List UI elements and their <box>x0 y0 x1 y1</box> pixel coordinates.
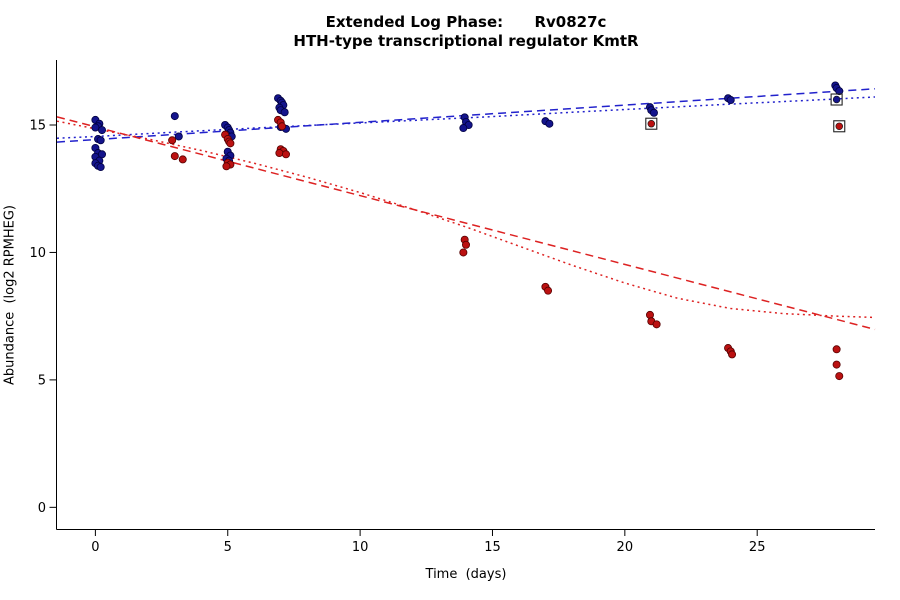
data-point <box>459 124 468 133</box>
series-blue-condition <box>91 81 844 172</box>
data-point <box>226 139 235 148</box>
red-dotted-fit-path <box>56 120 876 319</box>
x-axis-label: Time (days) <box>425 567 507 582</box>
data-point <box>649 108 658 117</box>
red-dashed-linear-fit-path <box>56 116 876 331</box>
data-point <box>178 155 187 164</box>
data-point <box>275 149 284 158</box>
flagged-data-point <box>835 122 843 130</box>
data-point <box>98 126 107 135</box>
data-point <box>544 286 553 295</box>
x-tick-label: 15 <box>484 540 501 555</box>
y-tick-label: 10 <box>29 246 46 261</box>
data-point <box>652 320 661 329</box>
data-point <box>96 163 105 172</box>
flagged-data-point <box>647 120 656 128</box>
data-point <box>726 96 735 105</box>
series-red-condition <box>168 115 844 381</box>
x-tick-label: 25 <box>749 540 766 555</box>
data-point <box>545 119 554 128</box>
data-point <box>170 112 179 121</box>
x-tick-label: 10 <box>352 540 369 555</box>
axes: 0 5 10 15 20 25 0 5 10 15 <box>29 60 875 555</box>
y-tick-label: 15 <box>29 118 46 133</box>
data-point <box>168 136 177 145</box>
data-point <box>832 360 841 369</box>
data-point <box>728 350 737 359</box>
data-point <box>278 122 287 131</box>
red-dashed-linear-fit <box>56 116 876 331</box>
flag-square <box>645 117 658 130</box>
data-point <box>170 152 179 161</box>
data-point <box>459 248 468 257</box>
y-tick-label: 0 <box>38 501 46 516</box>
data-point <box>174 132 183 141</box>
data-point <box>281 150 290 159</box>
flag-square <box>830 93 843 106</box>
data-point <box>91 123 100 132</box>
data-point <box>222 162 231 171</box>
data-point <box>835 87 844 96</box>
data-point <box>280 108 289 117</box>
chart-subtitle: HTH-type transcriptional regulator KmtR <box>293 32 639 50</box>
x-tick-label: 0 <box>91 540 99 555</box>
data-point <box>461 240 470 249</box>
data-point <box>645 310 654 319</box>
data-point <box>96 136 105 145</box>
data-point <box>832 345 841 354</box>
y-tick-label: 5 <box>38 373 46 388</box>
x-tick-label: 5 <box>224 540 232 555</box>
x-tick-label: 20 <box>617 540 634 555</box>
flag-square <box>833 120 846 133</box>
red-dotted-fit <box>56 120 876 319</box>
flagged-data-point <box>832 95 841 104</box>
chart-title: Extended Log Phase: Rv0827c <box>325 13 607 31</box>
data-point <box>835 372 844 381</box>
y-axis-label: Abundance (log2 RPMHEG) <box>2 204 18 386</box>
flagged-points <box>645 93 846 133</box>
